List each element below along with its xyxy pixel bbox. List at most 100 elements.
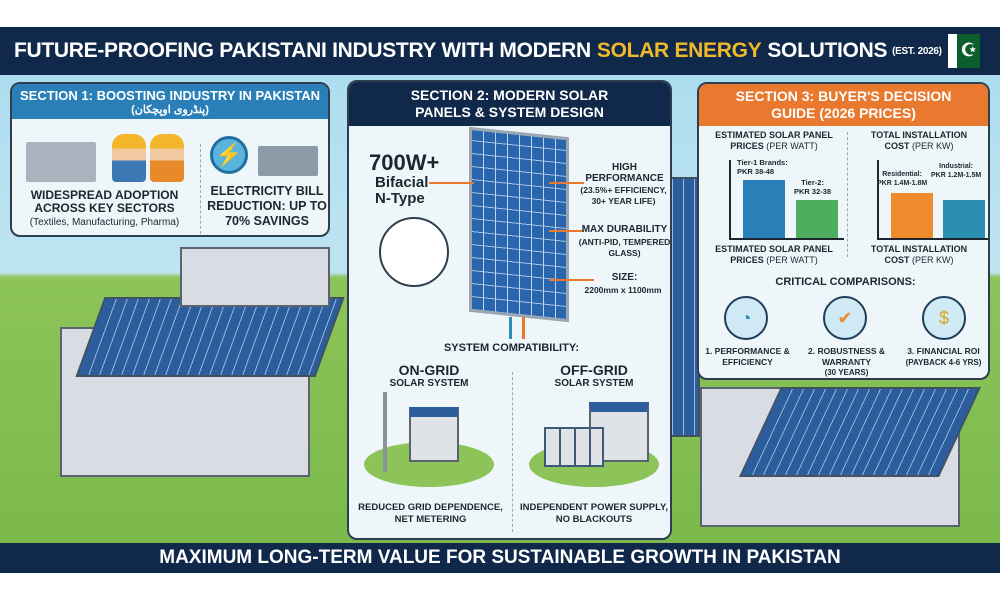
comparison-robustness-sub: (30 YEARS) xyxy=(824,368,869,377)
panel-type-bifacial: Bifacial xyxy=(375,174,429,191)
comparisons-title: CRITICAL COMPARISONS: xyxy=(775,276,916,288)
offgrid-subtitle: SOLAR SYSTEM xyxy=(554,378,634,389)
connector-line xyxy=(509,317,512,339)
section1-header: SECTION 1: BOOSTING INDUSTRY IN PAKISTAN… xyxy=(12,84,328,119)
tier1-label: Tier-1 Brands: xyxy=(737,158,788,167)
offgrid-description: INDEPENDENT POWER SUPPLY, NO BLACKOUTS xyxy=(520,502,668,525)
callout-line xyxy=(549,279,594,281)
lightning-icon: ⚡ xyxy=(210,136,248,174)
chart1-bar-tier2 xyxy=(796,200,838,238)
divider xyxy=(847,132,848,257)
chart2-title: TOTAL INSTALLATION COST (PER KW) xyxy=(849,130,988,152)
footer-banner: MAXIMUM LONG-TERM VALUE FOR SUSTAINABLE … xyxy=(0,543,1000,573)
battery-bank-icon xyxy=(544,427,604,467)
chart2-caption-unit: (PER KW) xyxy=(912,255,954,265)
callout-line xyxy=(429,182,474,184)
compatibility-title: SYSTEM COMPATIBILITY: xyxy=(443,342,580,354)
chart2-unit: (PER KW) xyxy=(912,141,954,151)
section3-panel: SECTION 3: BUYER'S DECISION GUIDE (2026 … xyxy=(697,82,990,380)
comparison-roi-sub: (PAYBACK 4-6 YRS) xyxy=(905,358,982,367)
adoption-sectors: (Textiles, Manufacturing, Pharma) xyxy=(29,217,180,228)
industrial-value: PKR 1.2M-1.5M xyxy=(931,172,982,179)
chart1-caption: ESTIMATED SOLAR PANEL PRICES (PER WATT) xyxy=(704,244,844,266)
solar-panel-image xyxy=(469,126,569,323)
chart2-bar-industrial xyxy=(943,200,985,238)
performance-detail: (23.5%+ EFFICIENCY, 30+ YEAR LIFE) xyxy=(580,185,667,206)
chart2-caption-text: TOTAL INSTALLATION xyxy=(870,244,968,254)
worker-icon xyxy=(112,134,146,182)
chart1-label-tier2: Tier-2: PKR 32-38 xyxy=(794,178,831,196)
offgrid-title: OFF-GRID xyxy=(560,362,628,378)
chart2-title-text: TOTAL INSTALLATION xyxy=(870,130,968,140)
comparison-roi: 3. FINANCIAL ROI xyxy=(907,346,980,356)
title-prefix: FUTURE-PROOFING PAKISTANI INDUSTRY WITH … xyxy=(14,39,591,62)
size-title: SIZE: xyxy=(611,272,638,283)
section2-header: SECTION 2: MODERN SOLAR PANELS & SYSTEM … xyxy=(349,82,670,126)
bifacial-detail-icon xyxy=(379,217,449,287)
section3-header: SECTION 3: BUYER'S DECISION GUIDE (2026 … xyxy=(699,84,988,126)
section1-title: SECTION 1: BOOSTING INDUSTRY IN PAKISTAN xyxy=(20,88,320,103)
panel-power: 700W+ xyxy=(369,150,440,175)
chart1-label-tier1: Tier-1 Brands: PKR 38-48 xyxy=(737,158,788,176)
section1-panel: SECTION 1: BOOSTING INDUSTRY IN PAKISTAN… xyxy=(10,82,330,237)
utility-pole-icon xyxy=(383,392,387,472)
tier2-label: Tier-2: xyxy=(801,178,824,187)
chart2-label-residential: Residential: PKR 1.4M-1.8M xyxy=(877,170,927,188)
chart1-unit-label: PRICES xyxy=(730,141,764,151)
solar-roof xyxy=(739,387,981,477)
title-est: (EST. 2026) xyxy=(892,45,942,57)
page-title: FUTURE-PROOFING PAKISTANI INDUSTRY WITH … xyxy=(0,27,1000,75)
chart2-label-industrial: Industrial: PKR 1.2M-1.5M xyxy=(931,162,981,180)
ongrid-subtitle: SOLAR SYSTEM xyxy=(389,378,469,389)
chart1-title: ESTIMATED SOLAR PANEL PRICES (PER WATT) xyxy=(704,130,844,152)
title-suffix: SOLUTIONS xyxy=(767,39,888,62)
ongrid-title: ON-GRID xyxy=(398,362,460,378)
flag-crescent: ☪ xyxy=(960,40,977,60)
factory-icon xyxy=(26,142,96,182)
adoption-title: WIDESPREAD ADOPTION ACROSS KEY SECTORS xyxy=(30,188,179,215)
chart1-axes xyxy=(729,160,844,240)
chart2-axes xyxy=(877,160,988,240)
size-value: 2200mm x 1100mm xyxy=(584,285,662,295)
chart1-bar-tier1 xyxy=(743,180,785,238)
connector-line xyxy=(522,317,525,339)
chart2-unit-label: COST xyxy=(884,141,910,151)
comparison-performance: 1. PERFORMANCE & EFFICIENCY xyxy=(705,346,790,367)
ongrid-description: REDUCED GRID DEPENDENCE, NET METERING xyxy=(358,502,503,525)
worker-icon xyxy=(150,134,184,182)
money-hand-icon: $ xyxy=(922,296,966,340)
residential-value: PKR 1.4M-1.8M xyxy=(877,180,928,187)
chart1-caption-text: ESTIMATED SOLAR PANEL xyxy=(715,244,833,254)
section1-subtitle: (پنڈروی اوپچکان) xyxy=(131,104,209,116)
callout-line xyxy=(549,182,584,184)
chart2-caption-unit-label: COST xyxy=(884,255,910,265)
callout-line xyxy=(549,230,584,232)
chart1-unit: (PER WATT) xyxy=(766,141,818,151)
section2-panel: SECTION 2: MODERN SOLAR PANELS & SYSTEM … xyxy=(347,80,672,540)
industrial-label: Industrial: xyxy=(939,163,974,170)
tier2-value: PKR 32-38 xyxy=(794,187,832,196)
residential-label: Residential: xyxy=(882,171,922,178)
ongrid-building-icon xyxy=(409,407,459,462)
divider xyxy=(200,144,201,234)
chart1-caption-unit: (PER WATT) xyxy=(766,255,818,265)
divider xyxy=(512,372,513,532)
title-highlight: SOLAR ENERGY xyxy=(596,39,762,62)
tier1-value: PKR 38-48 xyxy=(737,167,775,176)
durability-detail: (ANTI-PID, TEMPERED GLASS) xyxy=(578,237,671,258)
durability-title: MAX DURABILITY xyxy=(581,224,668,235)
chart2-bar-residential xyxy=(891,193,933,238)
comparison-robustness: 2. ROBUSTNESS & WARRANTY xyxy=(808,346,885,367)
chart2-caption: TOTAL INSTALLATION COST (PER KW) xyxy=(849,244,988,266)
chart1-title-text: ESTIMATED SOLAR PANEL xyxy=(715,130,833,140)
pakistan-flag-icon: ☪ xyxy=(948,34,980,68)
solar-roof xyxy=(75,297,345,377)
gauge-icon: ◔ xyxy=(724,296,768,340)
shield-check-icon: ✔ xyxy=(823,296,867,340)
performance-title: HIGH PERFORMANCE xyxy=(585,162,664,184)
factory-building xyxy=(180,247,330,307)
factory-worker-icon xyxy=(258,146,318,176)
panel-type-ntype: N-Type xyxy=(375,190,425,207)
savings-title: ELECTRICITY BILL REDUCTION: UP TO 70% SA… xyxy=(207,184,327,228)
chart1-caption-unit-label: PRICES xyxy=(730,255,764,265)
